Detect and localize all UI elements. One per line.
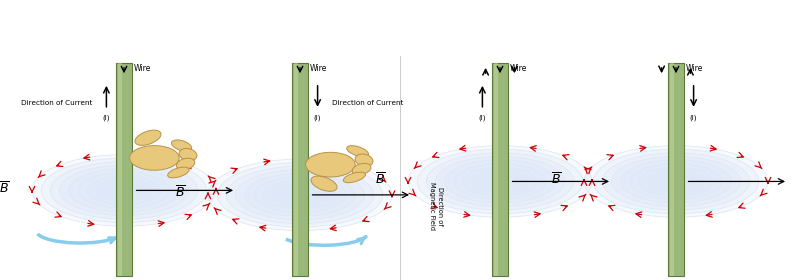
Ellipse shape [177,158,194,170]
Ellipse shape [263,181,337,209]
Text: (I): (I) [690,114,698,121]
Ellipse shape [59,165,189,216]
Ellipse shape [454,164,546,199]
Ellipse shape [171,140,192,151]
Ellipse shape [218,163,383,227]
Ellipse shape [135,130,161,145]
Ellipse shape [106,183,142,198]
Ellipse shape [306,152,355,177]
Text: Wire: Wire [134,64,151,73]
Ellipse shape [115,187,133,194]
Ellipse shape [594,149,758,214]
Ellipse shape [50,162,198,219]
Ellipse shape [272,184,328,206]
Ellipse shape [491,178,509,185]
Ellipse shape [463,167,537,196]
Text: Direction of Current: Direction of Current [332,100,403,106]
Ellipse shape [602,153,750,210]
Ellipse shape [343,172,366,183]
Text: $\overline{B}$: $\overline{B}$ [174,185,186,200]
Ellipse shape [69,169,179,212]
Ellipse shape [445,160,555,203]
Ellipse shape [254,177,346,213]
Ellipse shape [426,153,574,210]
Text: (I): (I) [314,114,322,121]
Ellipse shape [130,146,179,170]
Bar [494,63,498,276]
Text: Wire: Wire [686,64,703,73]
Text: Direction of
Magnetic Field: Direction of Magnetic Field [430,182,442,230]
Ellipse shape [658,174,694,189]
Ellipse shape [612,156,741,207]
Ellipse shape [648,171,704,192]
Ellipse shape [168,167,189,178]
Ellipse shape [32,155,216,226]
Ellipse shape [226,166,374,223]
Ellipse shape [291,191,309,199]
Text: Wire: Wire [310,64,327,73]
Ellipse shape [245,173,355,216]
Ellipse shape [352,163,371,175]
Text: $\overline{B}$: $\overline{B}$ [0,180,10,196]
Ellipse shape [311,176,337,191]
Ellipse shape [41,158,206,223]
Ellipse shape [584,146,768,217]
Text: Wire: Wire [510,64,527,73]
Ellipse shape [282,188,318,202]
Ellipse shape [87,176,161,205]
Ellipse shape [179,148,197,161]
Text: $\overline{B}$: $\overline{B}$ [550,171,562,187]
Ellipse shape [630,164,722,199]
Bar [668,63,684,276]
Bar [670,63,674,276]
Text: CURRENT AND MAGNETIC FIELD: CURRENT AND MAGNETIC FIELD [214,18,586,38]
Text: (I): (I) [102,114,110,121]
Bar [116,63,132,276]
Ellipse shape [472,171,528,192]
Ellipse shape [355,154,373,166]
Text: (I): (I) [478,114,486,121]
Bar [292,63,308,276]
Ellipse shape [621,160,731,203]
Ellipse shape [408,146,592,217]
Ellipse shape [482,174,518,189]
Ellipse shape [208,159,392,231]
Bar [118,63,122,276]
Ellipse shape [235,170,365,220]
Ellipse shape [639,167,713,196]
Ellipse shape [418,149,582,214]
Bar [294,63,298,276]
Text: $\overline{B}$: $\overline{B}$ [374,171,386,187]
Ellipse shape [346,146,369,157]
Text: Direction of Current: Direction of Current [21,100,92,106]
Bar [492,63,508,276]
Ellipse shape [436,156,565,207]
Ellipse shape [78,172,170,208]
Ellipse shape [96,180,152,201]
Ellipse shape [666,178,685,185]
